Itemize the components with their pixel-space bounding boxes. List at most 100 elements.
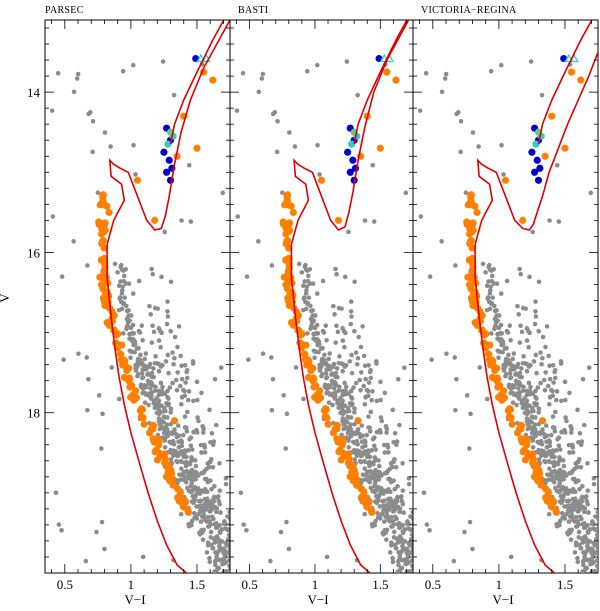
x-tick-label: 1.5 bbox=[557, 577, 573, 592]
field-star bbox=[427, 274, 433, 279]
field-star bbox=[146, 402, 151, 408]
field-star bbox=[369, 473, 375, 479]
field-star bbox=[401, 510, 406, 515]
field-star bbox=[545, 472, 550, 477]
field-star bbox=[362, 218, 368, 223]
field-star bbox=[147, 394, 153, 399]
field-star bbox=[551, 459, 557, 465]
field-star bbox=[362, 511, 368, 517]
field-star bbox=[348, 426, 354, 432]
member-star bbox=[126, 383, 134, 391]
field-star bbox=[339, 306, 344, 311]
field-star bbox=[172, 334, 178, 340]
agb-branch-line bbox=[169, 20, 225, 145]
field-star bbox=[577, 486, 582, 492]
field-star bbox=[503, 358, 509, 364]
field-star bbox=[578, 500, 583, 506]
member-star bbox=[309, 377, 317, 385]
field-star bbox=[240, 534, 245, 539]
field-star bbox=[179, 443, 185, 449]
field-star bbox=[287, 130, 292, 135]
field-star bbox=[324, 375, 330, 380]
x-tick-label: 0.5 bbox=[57, 577, 73, 592]
field-star bbox=[566, 442, 572, 448]
field-star bbox=[204, 550, 210, 555]
field-star bbox=[381, 519, 387, 524]
field-star bbox=[516, 385, 521, 391]
member-star bbox=[533, 463, 542, 472]
field-star bbox=[125, 320, 131, 326]
field-star bbox=[142, 400, 148, 405]
field-star bbox=[217, 501, 222, 507]
field-star bbox=[355, 429, 360, 434]
field-star bbox=[168, 328, 174, 334]
field-star bbox=[488, 331, 494, 336]
field-star bbox=[199, 390, 204, 396]
field-star bbox=[354, 362, 360, 367]
field-star bbox=[142, 366, 148, 372]
field-star bbox=[470, 546, 475, 552]
member-star bbox=[493, 364, 501, 372]
member-star bbox=[392, 76, 400, 84]
field-star bbox=[369, 521, 375, 527]
field-star bbox=[208, 478, 213, 483]
field-star bbox=[440, 527, 445, 532]
x-tick-label: 0.5 bbox=[241, 577, 257, 592]
field-star bbox=[240, 70, 246, 76]
member-star bbox=[161, 455, 169, 463]
field-star bbox=[155, 361, 161, 366]
field-star bbox=[208, 456, 214, 462]
field-star bbox=[558, 359, 564, 364]
field-star bbox=[488, 68, 494, 74]
field-star bbox=[162, 391, 168, 396]
member-star bbox=[522, 435, 530, 443]
field-star bbox=[118, 262, 124, 268]
field-star bbox=[572, 489, 578, 495]
field-star bbox=[183, 463, 189, 469]
field-star bbox=[530, 415, 536, 420]
field-star bbox=[366, 393, 371, 399]
field-star bbox=[130, 62, 136, 68]
member-star bbox=[98, 220, 106, 228]
member-star bbox=[465, 281, 474, 289]
member-star bbox=[100, 244, 108, 252]
field-star bbox=[553, 448, 559, 453]
field-star bbox=[560, 497, 565, 503]
field-star bbox=[580, 495, 585, 500]
field-star bbox=[119, 291, 125, 296]
field-star bbox=[414, 568, 419, 573]
field-star bbox=[442, 517, 447, 522]
field-star bbox=[533, 394, 538, 400]
field-star bbox=[269, 263, 275, 268]
field-star bbox=[221, 521, 227, 527]
field-star bbox=[250, 527, 255, 532]
field-star bbox=[343, 384, 349, 390]
field-star bbox=[363, 376, 368, 382]
field-star bbox=[185, 409, 190, 415]
field-star bbox=[568, 423, 573, 429]
field-star bbox=[192, 497, 197, 503]
field-star bbox=[576, 529, 582, 535]
field-star bbox=[582, 554, 587, 560]
field-star bbox=[427, 560, 432, 565]
field-star bbox=[250, 567, 255, 572]
field-star bbox=[184, 429, 190, 434]
field-star bbox=[231, 503, 236, 508]
field-star bbox=[255, 540, 260, 545]
field-star bbox=[174, 434, 180, 440]
field-star bbox=[248, 480, 253, 485]
field-star bbox=[165, 309, 170, 314]
field-star bbox=[142, 356, 148, 362]
field-star bbox=[553, 485, 558, 491]
field-star bbox=[232, 509, 237, 514]
y-axis-label: V bbox=[0, 293, 12, 303]
field-star bbox=[510, 383, 516, 388]
field-star bbox=[362, 402, 368, 407]
field-star bbox=[409, 532, 413, 538]
field-star bbox=[134, 364, 140, 370]
field-star bbox=[397, 509, 402, 515]
field-star bbox=[83, 558, 89, 564]
field-star bbox=[240, 564, 245, 569]
field-star bbox=[309, 320, 315, 326]
field-star bbox=[247, 568, 252, 573]
